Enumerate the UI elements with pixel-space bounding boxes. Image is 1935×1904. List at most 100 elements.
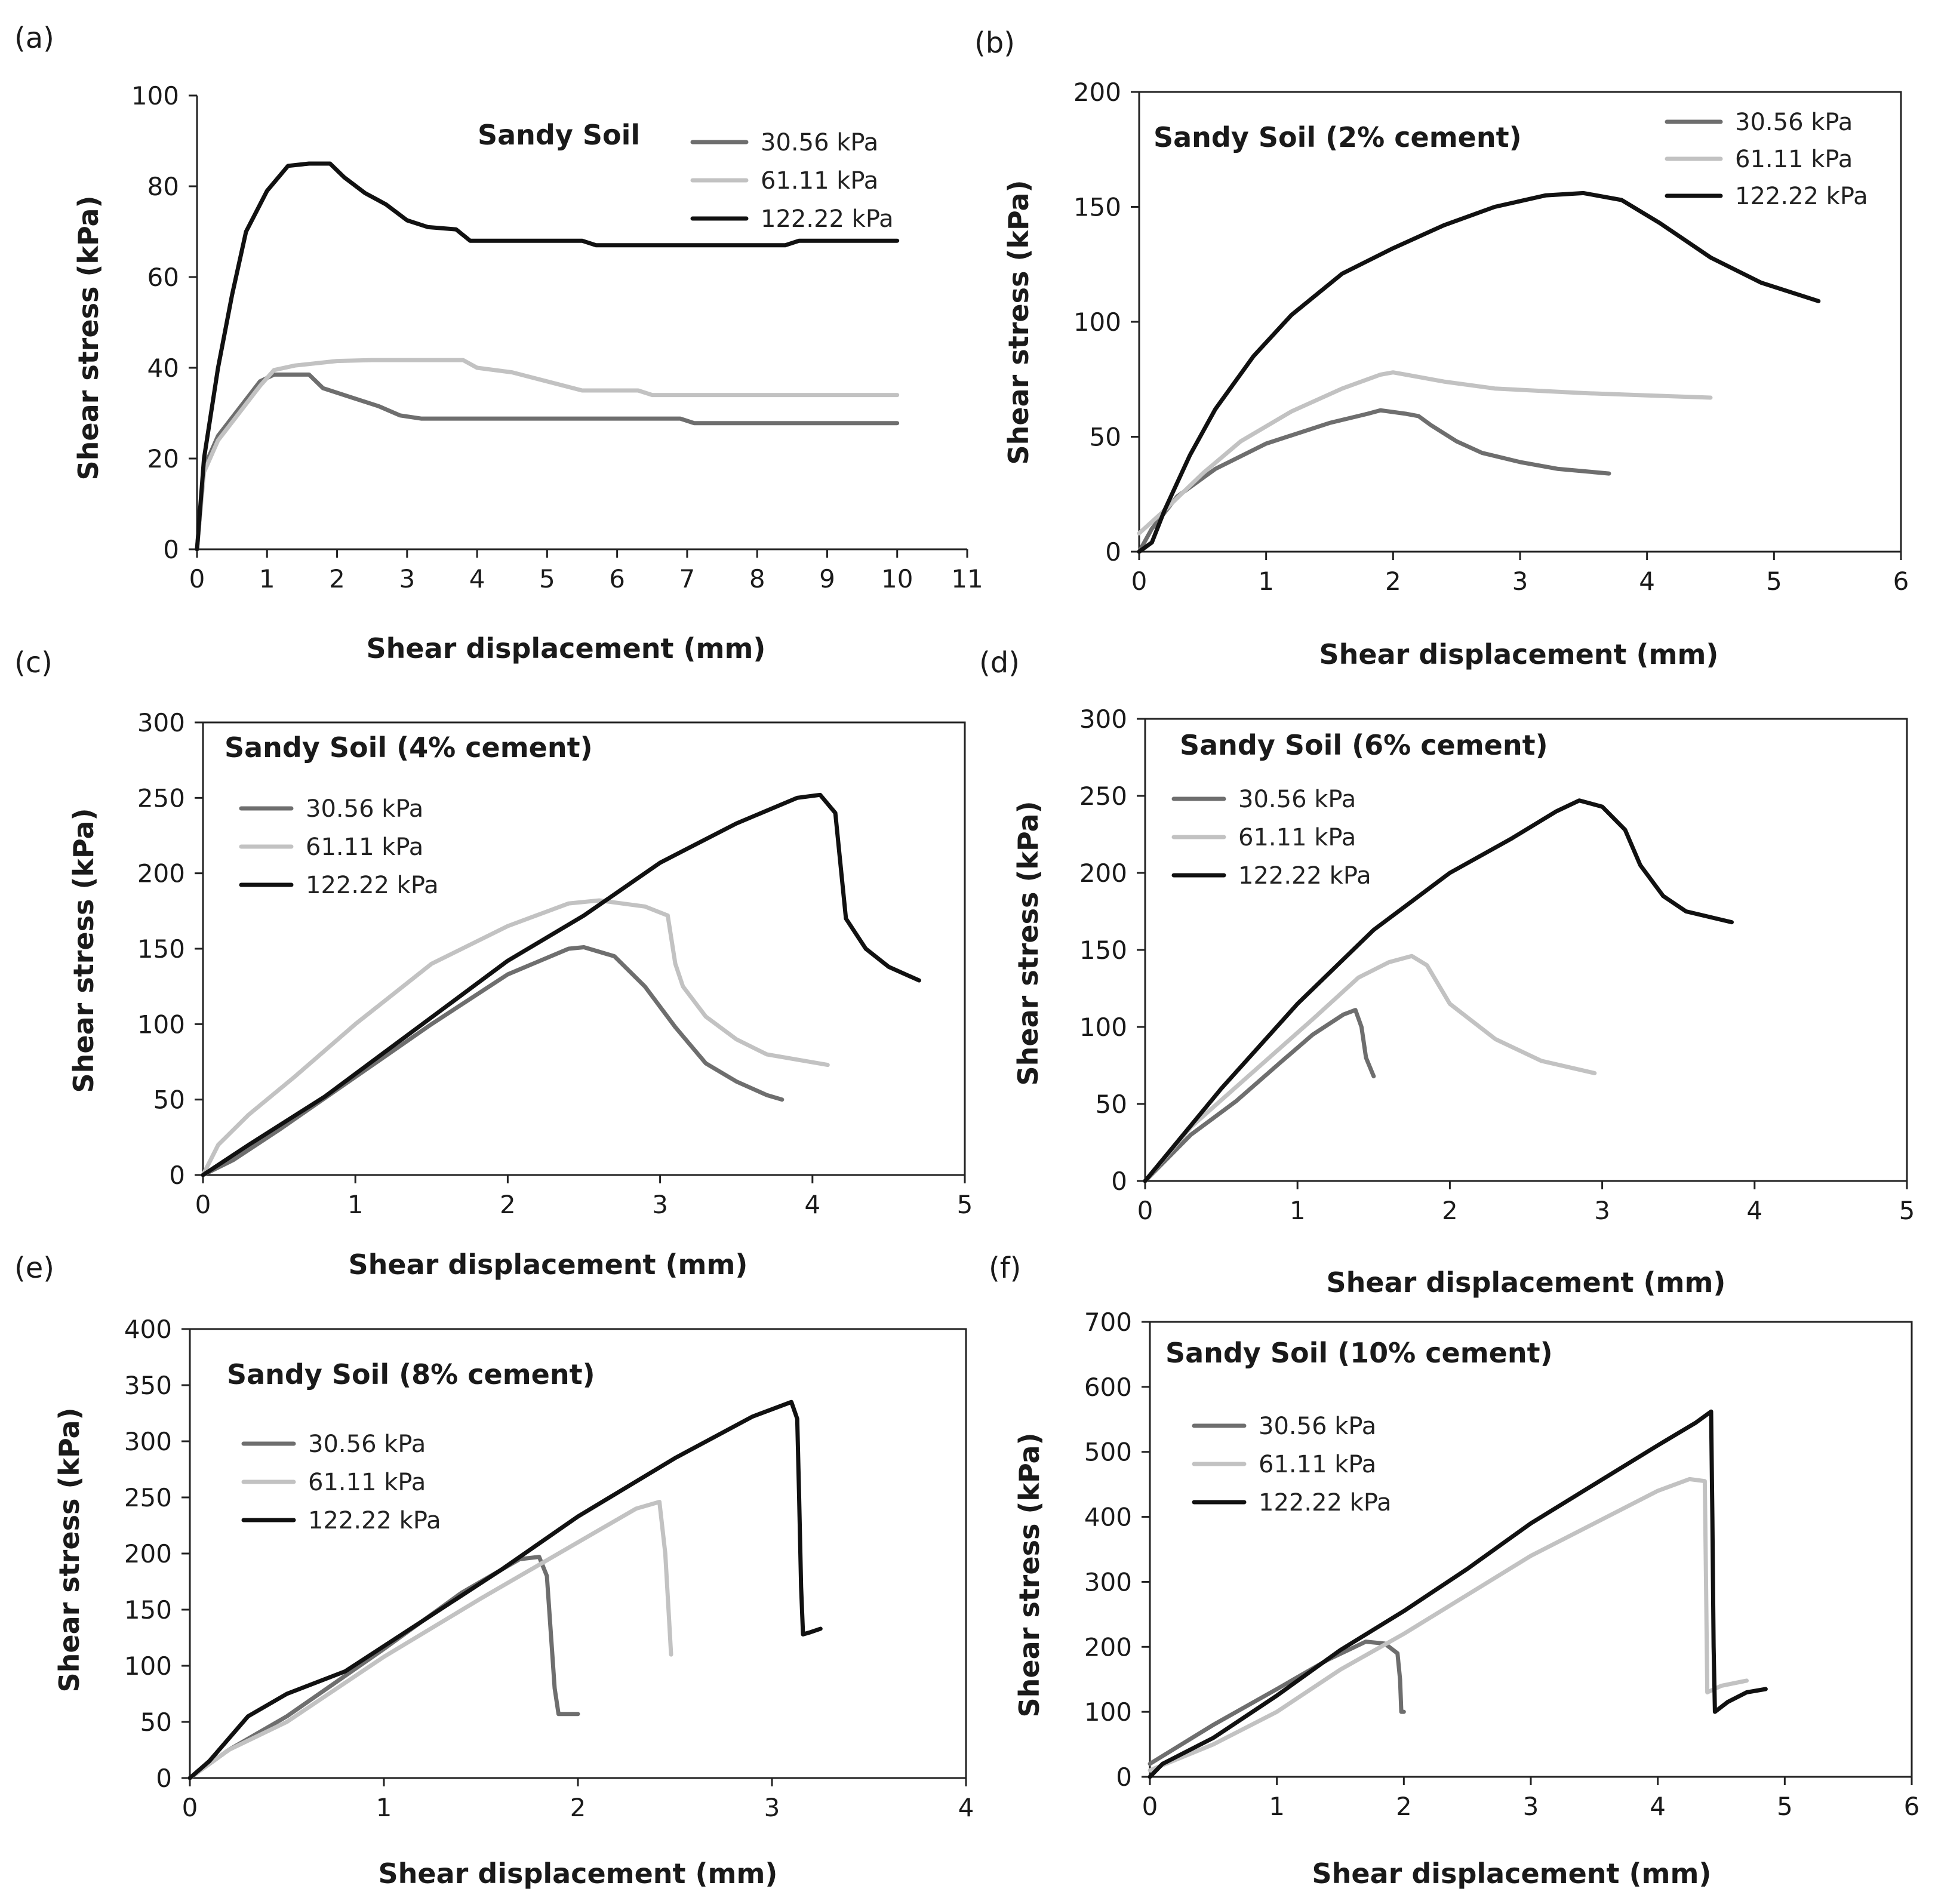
legend-label: 122.22 kPa (1259, 1489, 1392, 1517)
x-tick-label: 0 (189, 564, 205, 593)
y-tick-label: 80 (147, 172, 179, 201)
y-tick-label: 150 (1073, 193, 1121, 222)
panel-letter: (c) (14, 646, 53, 679)
series-line (187, 1555, 580, 1780)
x-axis-label: Shear displacement (mm) (379, 1857, 778, 1890)
y-tick-label: 300 (137, 708, 185, 737)
legend-label: 30.56 kPa (1238, 786, 1356, 813)
y-tick-label: 200 (137, 859, 185, 888)
y-tick-label: 150 (124, 1595, 172, 1625)
y-tick-label: 200 (124, 1539, 172, 1568)
chart-title: Sandy Soil (8% cement) (227, 1358, 595, 1391)
x-tick-label: 3 (652, 1190, 668, 1219)
series-line (1143, 798, 1734, 1183)
y-axis-label: Shear stress (kPa) (1013, 1432, 1045, 1717)
series-line (201, 945, 785, 1177)
series-line (1148, 1477, 1749, 1773)
x-tick-label: 4 (804, 1190, 820, 1219)
y-tick-label: 50 (140, 1708, 172, 1737)
y-tick-label: 150 (137, 934, 185, 964)
plot-area: 0 1 2 3 4 0 50 100 150 200 250 300 350 400 30.56 kPa 61… (124, 1315, 974, 1822)
series-line (195, 358, 900, 552)
x-tick-label: 4 (958, 1793, 974, 1822)
legend-label: 122.22 kPa (308, 1507, 441, 1534)
panel-f: (f) 0 1 2 3 4 5 6 0 100 200 300 400 500 600 700 30.56 k… (989, 1251, 1919, 1890)
series-line (201, 898, 830, 1177)
x-tick-label: 5 (1899, 1196, 1915, 1225)
plot-frame (1149, 1321, 1913, 1778)
legend-label: 30.56 kPa (306, 795, 423, 823)
legend-label: 61.11 kPa (1735, 146, 1853, 173)
y-tick-label: 100 (137, 1010, 185, 1039)
legend-label: 30.56 kPa (761, 129, 878, 156)
plot-area: 0 1 2 3 4 5 6 7 8 9 10 11 0 20 40 60 80 100 30.56 kPa 61.11… (131, 81, 983, 593)
chart-title: Sandy Soil (478, 119, 640, 151)
y-tick-label: 500 (1084, 1438, 1132, 1467)
y-tick-label: 50 (1096, 1090, 1127, 1119)
x-axis-label: Shear displacement (mm) (1319, 638, 1719, 670)
y-axis-label: Shear stress (kPa) (53, 1407, 85, 1692)
series-line (187, 1399, 823, 1780)
series-line (195, 161, 900, 552)
panel-letter: (b) (974, 26, 1015, 60)
x-tick-label: 6 (1904, 1792, 1920, 1821)
x-tick-label: 9 (819, 564, 835, 593)
x-tick-label: 0 (1131, 567, 1148, 596)
legend-label: 122.22 kPa (761, 205, 894, 233)
y-tick-label: 200 (1073, 78, 1121, 107)
y-tick-label: 400 (1084, 1503, 1132, 1532)
x-tick-label: 8 (749, 564, 765, 593)
y-axis-label: Shear stress (kPa) (1002, 180, 1035, 465)
y-tick-label: 40 (147, 353, 179, 383)
x-axis-label: Shear displacement (mm) (1327, 1266, 1726, 1299)
x-tick-label: 1 (376, 1793, 392, 1822)
x-tick-label: 10 (881, 564, 913, 593)
x-tick-label: 0 (182, 1793, 198, 1822)
y-tick-label: 0 (1111, 1167, 1127, 1196)
y-tick-label: 100 (1073, 307, 1121, 337)
legend-label: 61.11 kPa (308, 1469, 426, 1496)
x-tick-label: 4 (469, 564, 485, 593)
y-tick-label: 600 (1084, 1373, 1132, 1402)
y-tick-label: 60 (147, 263, 179, 292)
x-tick-label: 0 (195, 1190, 211, 1219)
panel-e: (e) 0 1 2 3 4 0 50 100 150 200 250 300 350 400 30.56 k… (14, 1251, 974, 1890)
x-tick-label: 3 (1594, 1196, 1610, 1225)
y-tick-label: 0 (1116, 1762, 1132, 1792)
x-tick-label: 6 (609, 564, 625, 593)
y-tick-label: 50 (153, 1085, 185, 1115)
y-tick-label: 300 (124, 1427, 172, 1456)
series-line (1137, 190, 1821, 554)
x-tick-label: 6 (1893, 567, 1909, 596)
x-tick-label: 0 (1142, 1792, 1158, 1821)
y-tick-label: 250 (1079, 782, 1127, 811)
x-axis-label: Shear displacement (mm) (349, 1248, 748, 1281)
legend-label: 122.22 kPa (306, 872, 439, 899)
y-axis-label: Shear stress (kPa) (67, 808, 100, 1093)
legend-label: 61.11 kPa (1238, 824, 1356, 851)
y-tick-label: 300 (1084, 1567, 1132, 1597)
series-line (1143, 1008, 1376, 1183)
x-axis-label: Shear displacement (mm) (1312, 1857, 1712, 1890)
y-tick-label: 250 (137, 783, 185, 813)
x-tick-label: 3 (764, 1793, 780, 1822)
series-line (1143, 953, 1597, 1183)
legend-label: 122.22 kPa (1735, 183, 1868, 210)
panel-letter: (e) (14, 1251, 54, 1285)
x-tick-label: 11 (951, 564, 983, 593)
x-tick-label: 5 (1766, 567, 1782, 596)
y-tick-label: 100 (1084, 1697, 1132, 1727)
series-line (195, 372, 900, 552)
panel-b: (b) 0 1 2 3 4 5 6 0 50 100 150 200 30.56 kPa 61.11 kP… (974, 26, 1909, 670)
panel-letter: (a) (14, 21, 54, 55)
y-tick-label: 150 (1079, 936, 1127, 965)
series-line (1137, 370, 1713, 536)
y-tick-label: 250 (124, 1483, 172, 1512)
y-tick-label: 0 (169, 1161, 185, 1190)
y-tick-label: 350 (124, 1371, 172, 1400)
y-axis-label: Shear stress (kPa) (1012, 801, 1044, 1085)
x-axis-label: Shear displacement (mm) (367, 632, 766, 665)
